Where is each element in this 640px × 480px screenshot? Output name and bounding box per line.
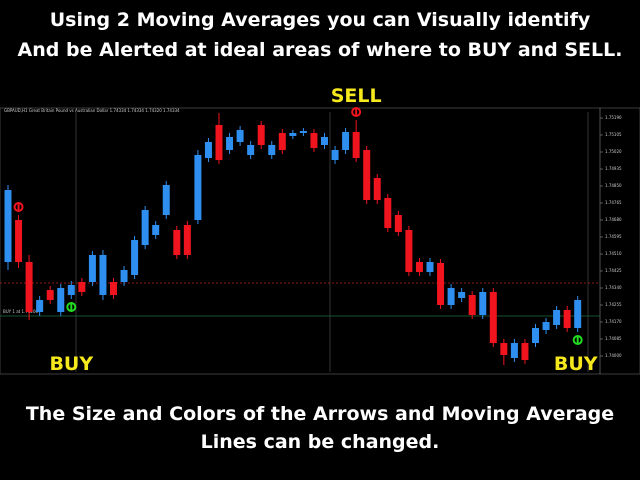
candle-body bbox=[394, 215, 402, 232]
caption: The Size and Colors of the Arrows and Mo… bbox=[26, 403, 614, 425]
plot: 1.75190 1.75105 1.75020 1.74935 1.74850 1.747… bbox=[0, 85, 622, 375]
caption: Lines can be changed. bbox=[201, 431, 440, 453]
y-tick-label: 1.75020 bbox=[605, 149, 622, 154]
candle-body bbox=[500, 343, 508, 355]
signal-arrow bbox=[13, 202, 24, 212]
candle-body bbox=[415, 262, 423, 272]
y-tick-label: 1.75105 bbox=[605, 132, 622, 137]
y-tick-label: 1.74765 bbox=[605, 200, 622, 205]
candle-body bbox=[268, 145, 276, 155]
y-tick-label: 1.74850 bbox=[605, 183, 622, 188]
candle-body bbox=[78, 282, 86, 292]
candle-body bbox=[120, 270, 128, 282]
candle-body bbox=[236, 130, 244, 142]
candle-body bbox=[426, 262, 434, 272]
candle-body bbox=[321, 137, 328, 145]
candle-body bbox=[57, 288, 65, 312]
caption: And be Alerted at ideal areas of where t… bbox=[18, 39, 623, 61]
candle-body bbox=[437, 263, 445, 305]
candle-body bbox=[88, 255, 96, 282]
candle-body bbox=[542, 322, 550, 330]
candle-body bbox=[4, 190, 12, 262]
candle-body bbox=[384, 198, 392, 228]
candle-body bbox=[25, 262, 33, 312]
candle-body bbox=[46, 290, 54, 300]
chart-title: GBPAUD,H1 Great Britain Pound vs Austral… bbox=[4, 108, 180, 113]
candle-body bbox=[563, 310, 571, 328]
candle-body bbox=[342, 132, 350, 150]
candle-body bbox=[215, 125, 223, 160]
candle-body bbox=[352, 132, 360, 158]
candle-body bbox=[173, 230, 181, 255]
candle-body bbox=[15, 220, 23, 262]
candle-body bbox=[310, 133, 318, 148]
candle-body bbox=[194, 155, 202, 220]
candle-body bbox=[458, 292, 466, 298]
y-tick-label: 1.74935 bbox=[605, 166, 622, 171]
candle-body bbox=[331, 150, 339, 160]
signal-label: BUY bbox=[49, 353, 93, 375]
candle-body bbox=[289, 133, 297, 136]
caption: Using 2 Moving Averages you can Visually… bbox=[50, 9, 591, 31]
candle-body bbox=[226, 137, 234, 150]
signal-arrow bbox=[66, 302, 77, 312]
candle-body bbox=[510, 343, 518, 358]
y-tick-label: 1.74510 bbox=[605, 251, 622, 256]
y-tick-label: 1.74000 bbox=[605, 353, 622, 358]
candle-body bbox=[152, 225, 160, 235]
candle-body bbox=[36, 300, 44, 312]
candle-body bbox=[405, 230, 413, 272]
candle-body bbox=[110, 282, 117, 295]
candle-body bbox=[141, 210, 149, 245]
chart-frame bbox=[0, 107, 640, 375]
y-tick-label: 1.74425 bbox=[605, 268, 622, 273]
candle-body bbox=[204, 142, 212, 158]
candle-body bbox=[257, 125, 265, 145]
candle-body bbox=[479, 292, 487, 315]
y-tick-label: 1.74170 bbox=[605, 319, 622, 324]
candle-body bbox=[278, 133, 286, 150]
y-tick-label: 1.74340 bbox=[605, 285, 622, 290]
candle-body bbox=[99, 255, 107, 295]
y-tick-label: 1.74255 bbox=[605, 302, 622, 307]
candle-body bbox=[131, 240, 139, 275]
signal-arrow bbox=[572, 335, 583, 345]
candle-body bbox=[489, 292, 497, 343]
candle-body bbox=[468, 295, 476, 315]
y-tick-label: 1.74680 bbox=[605, 217, 622, 222]
candle-body bbox=[553, 310, 561, 325]
y-tick-label: 1.74595 bbox=[605, 234, 622, 239]
candle-body bbox=[532, 328, 539, 343]
signal-label: SELL bbox=[331, 85, 382, 107]
price-line-label: BUY 1 at 1.74200 bbox=[3, 309, 38, 314]
candle-body bbox=[299, 131, 307, 133]
candle-body bbox=[247, 145, 255, 155]
y-tick-label: 1.75190 bbox=[605, 115, 622, 120]
candle-body bbox=[363, 150, 371, 200]
candle-body bbox=[183, 225, 191, 255]
candle-body bbox=[574, 300, 582, 328]
candle-body bbox=[447, 288, 455, 305]
candle-body bbox=[162, 185, 170, 215]
candle-body bbox=[67, 285, 75, 295]
candle-body bbox=[373, 178, 381, 200]
signal-label: BUY bbox=[554, 353, 598, 375]
signal-arrow bbox=[351, 107, 362, 117]
y-tick-label: 1.74085 bbox=[605, 336, 622, 341]
candle-body bbox=[521, 343, 529, 360]
